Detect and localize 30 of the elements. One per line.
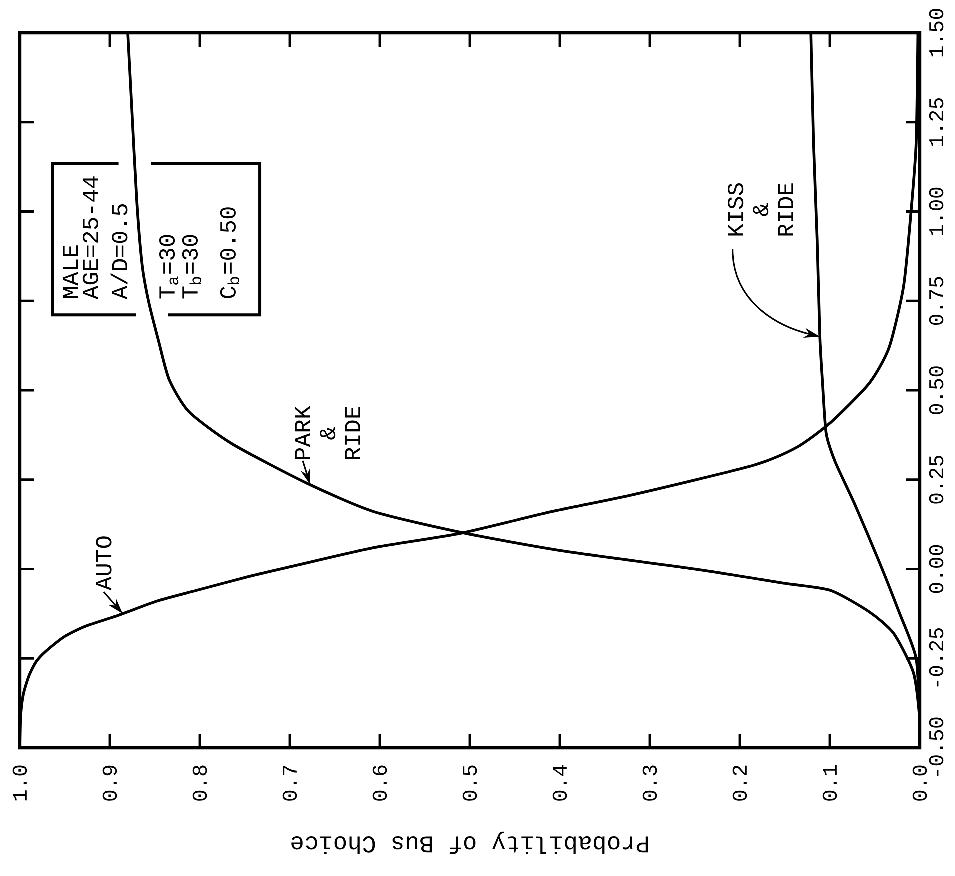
x-tick-label: 0.7	[282, 766, 298, 801]
x-tick-label: 0.3	[642, 766, 658, 801]
x-tick-label: 0.9	[102, 766, 118, 801]
y-tick-label: 0.00	[929, 545, 944, 594]
x-tick-label: 0.5	[462, 766, 478, 801]
annotation: AGE=25-44	[82, 176, 99, 300]
x-tick-label: 0.0	[912, 766, 928, 801]
annotation: T$_{a}$=30	[159, 235, 179, 299]
y-tick-label: 0.25	[929, 456, 944, 504]
x-tick-label: 0.6	[372, 766, 388, 801]
annotation: T$_{b}$=30	[182, 235, 202, 299]
text: AUTO	[96, 536, 112, 591]
annotation: C$_{b}$=0.50	[220, 208, 240, 298]
y-tick-label: 0.50	[929, 366, 944, 414]
y-tick-label: 1.00	[929, 188, 944, 236]
x-tick-label: 0.1	[822, 765, 838, 801]
annotation: A/D=0.5	[110, 204, 128, 300]
y-tick-label: 0.75	[929, 277, 944, 326]
x-tick-label: 0.8	[192, 766, 208, 801]
y-tick-label: 1.25	[929, 98, 944, 146]
y-tick-label: -0.50	[929, 718, 944, 776]
x-tick-label: 1.0	[12, 766, 28, 801]
text: PARK & RIDE	[295, 406, 360, 460]
annotation: MALE	[63, 246, 78, 298]
y-tick-label: -0.25	[929, 628, 944, 687]
y-tick-label: 1.50	[929, 9, 944, 57]
x-tick-label: 0.2	[732, 766, 748, 801]
x-tick-label: 0.4	[552, 765, 568, 801]
text: KISS & RIDE	[728, 184, 794, 236]
x-axis-title: Probability of Bus Choice	[292, 832, 648, 854]
